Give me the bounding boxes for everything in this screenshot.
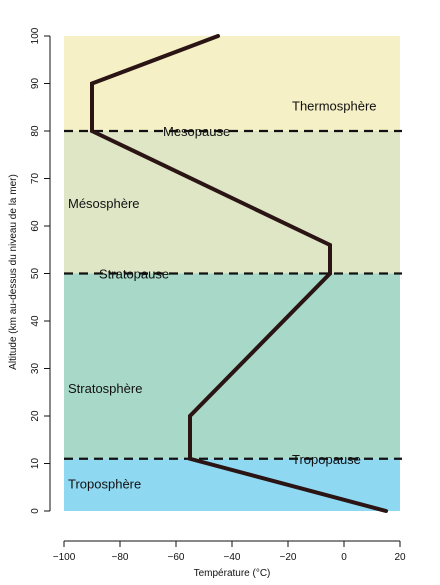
layer-label-4: Thermosphère xyxy=(292,99,377,114)
y-tick-label-7: 60 xyxy=(30,220,41,232)
chart-labels: Troposphère Stratosphère Mésosphère Thermos… xyxy=(68,99,377,492)
x-tick-label-5: −20 xyxy=(280,552,297,563)
x-tick-label-6: 0 xyxy=(341,552,347,563)
layer-bands xyxy=(64,36,400,511)
boundary-label-3: Mesopause xyxy=(163,124,230,139)
x-axis-title: Température (°C) xyxy=(194,568,271,579)
y-tick-label-1: 0 xyxy=(30,508,41,514)
x-tick-label-7: 20 xyxy=(394,552,406,563)
temperature-curve xyxy=(90,34,388,513)
x-tick-label-2: −80 xyxy=(112,552,129,563)
y-tick-label-5: 40 xyxy=(30,315,41,327)
layer-label-2: Stratosphère xyxy=(68,381,142,396)
layer-band-4 xyxy=(64,36,400,131)
layer-band-1 xyxy=(64,458,400,511)
layer-band-2 xyxy=(64,273,400,459)
layer-label-3: Mésosphère xyxy=(68,196,140,211)
boundary-label-2: Stratopause xyxy=(99,267,169,282)
layer-band-3 xyxy=(64,131,400,274)
y-tick-label-3: 20 xyxy=(30,410,41,422)
layer-label-1: Troposphère xyxy=(68,477,141,492)
y-tick-label-2: 10 xyxy=(30,458,41,470)
boundary-lines xyxy=(64,129,402,460)
y-tick-label-10: 90 xyxy=(30,78,41,90)
axes: −100 −80 −60 −40 −20 0 20 0 10 20 30 40 50 60 70 80 90 10… xyxy=(30,27,406,563)
y-tick-label-6: 50 xyxy=(30,268,41,280)
x-tick-label-1: −100 xyxy=(53,552,76,563)
y-tick-label-4: 30 xyxy=(30,363,41,375)
y-axis-title: Altitude (km au-dessus du niveau de la m… xyxy=(8,174,19,370)
boundary-label-1: Tropopause xyxy=(292,452,361,467)
y-tick-label-8: 70 xyxy=(30,173,41,185)
x-tick-label-3: −60 xyxy=(168,552,185,563)
x-tick-label-4: −40 xyxy=(224,552,241,563)
y-tick-label-9: 80 xyxy=(30,125,41,137)
temperature-line-1 xyxy=(90,34,388,513)
y-tick-label-11: 100 xyxy=(30,27,41,44)
